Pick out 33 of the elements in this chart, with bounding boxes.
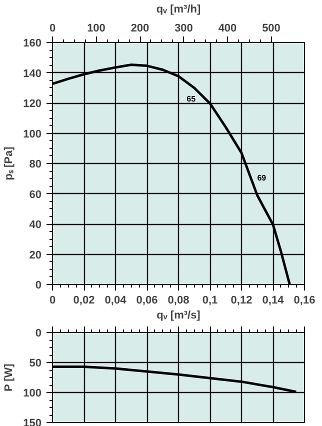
x-tick-label: 0	[49, 294, 56, 306]
x-tick-label: 0,06	[136, 294, 158, 306]
y-axis-title: pₛ [Pa]	[3, 146, 16, 180]
y-tick-label: 40	[29, 219, 42, 231]
x-tick-label: 0,1	[202, 294, 218, 306]
x2-tick-label: 300	[174, 22, 193, 34]
y-tick-label: 100	[23, 128, 42, 140]
x-tick-label: 0,02	[73, 294, 95, 306]
y-tick-label: 0	[35, 280, 42, 292]
x-tick-label: 0,04	[104, 294, 128, 306]
y-tick-label: 80	[29, 158, 42, 170]
x-tick-label: 0,16	[294, 294, 316, 306]
x2-tick-label: 0	[49, 22, 56, 34]
x2-tick-label: 200	[130, 22, 150, 34]
x2-axis-title: qᵥ [m³/h]	[156, 4, 201, 16]
x-tick-label: 0,14	[262, 294, 285, 306]
y-tick-label: 60	[29, 188, 42, 201]
x2-tick-label: 400	[218, 22, 237, 34]
x2-tick-label: 100	[87, 22, 106, 34]
x2-tick-label: 500	[262, 22, 280, 34]
annotation: 69	[257, 173, 267, 182]
y-tick-label: 160	[23, 38, 42, 50]
annotation: 65	[186, 94, 196, 104]
y-tick-label: 100	[23, 388, 42, 400]
y-axis-title: P [W]	[3, 363, 16, 392]
y-tick-label: 120	[23, 98, 42, 110]
x-axis-title: qᵥ [m³/s]	[156, 310, 201, 322]
y-tick-label: 50	[29, 358, 42, 370]
x-tick-label: 0,12	[230, 294, 252, 306]
y-tick-label: 140	[23, 68, 42, 80]
x-tick-label: 0,08	[168, 294, 190, 306]
y-tick-label: 20	[29, 249, 42, 262]
y-tick-label: 0	[35, 328, 42, 340]
